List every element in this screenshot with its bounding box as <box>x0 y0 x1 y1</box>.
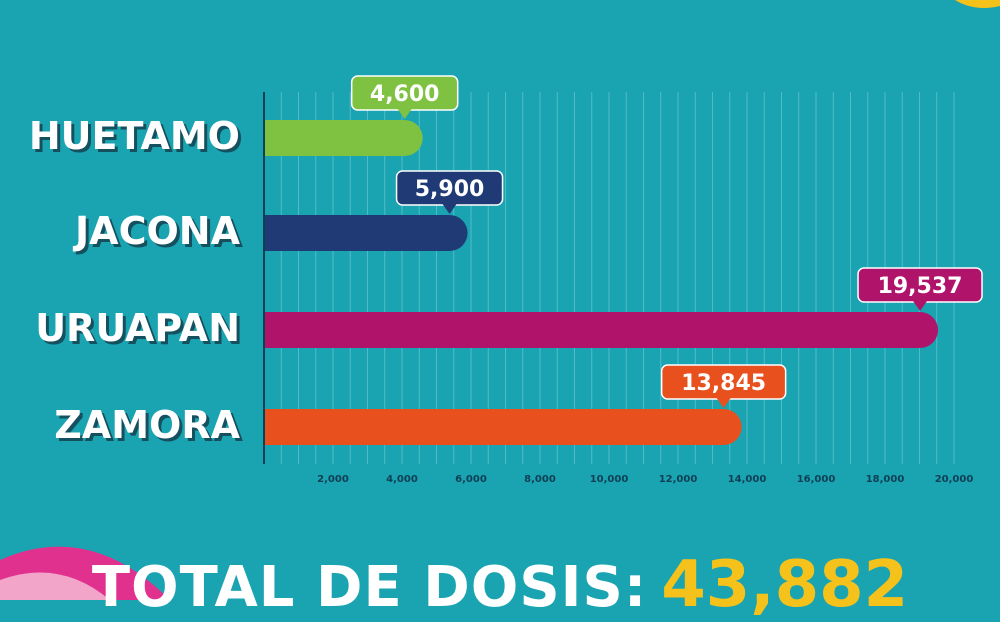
x-tick-label: 14,000 <box>728 474 767 485</box>
value-label: 4,600 <box>370 82 440 107</box>
category-label: HUETAMO <box>29 114 240 158</box>
category-label: URUAPAN <box>35 306 240 350</box>
decorative-shapes <box>0 0 1000 600</box>
x-tick-label: 16,000 <box>797 474 836 485</box>
x-tick-label: 2,000 <box>317 474 349 485</box>
x-tick-labels: 2,000 4,000 6,000 8,000 10,000 12,000 14,000 16… <box>317 474 973 485</box>
x-tick-label: 4,000 <box>386 474 418 485</box>
x-tick-label: 12,000 <box>659 474 698 485</box>
value-callouts: 4,600 5,900 19,537 13,845 <box>350 75 983 408</box>
callout-pointer <box>397 109 412 119</box>
total-value: 43,882 <box>661 548 909 622</box>
value-label: 19,537 <box>878 274 963 299</box>
bar <box>264 120 423 156</box>
category-label: ZAMORA <box>54 403 240 447</box>
dose-chart: HUETAMOHUETAMOJACONAJACONAURUAPANURUAPAN… <box>0 0 1000 600</box>
x-tick-label: 20,000 <box>935 474 974 485</box>
callout-pointer <box>442 204 457 214</box>
x-tick-label: 6,000 <box>455 474 487 485</box>
total-label: TOTAL DE DOSIS: <box>91 555 648 620</box>
category-labels: HUETAMOHUETAMOJACONAJACONAURUAPANURUAPAN… <box>29 114 244 450</box>
value-label: 13,845 <box>681 371 766 396</box>
category-label: JACONA <box>72 209 241 253</box>
x-tick-label: 18,000 <box>866 474 905 485</box>
bar <box>264 409 742 445</box>
callout-pointer <box>913 301 928 311</box>
x-tick-label: 8,000 <box>524 474 556 485</box>
deco-light-pink-shape <box>0 572 110 600</box>
callout-pointer <box>716 398 731 408</box>
category-label-shadow: HUETAMO <box>32 117 243 161</box>
x-tick-label: 10,000 <box>590 474 629 485</box>
bar <box>264 312 939 348</box>
bars <box>264 120 939 445</box>
category-label-shadow: URUAPAN <box>38 309 243 353</box>
deco-yellow-shape <box>955 0 1000 8</box>
total-doses: TOTAL DE DOSIS: 43,882 <box>0 548 1000 622</box>
category-label-shadow: JACONA <box>75 212 244 256</box>
value-label: 5,900 <box>415 177 485 202</box>
bar <box>264 215 468 251</box>
category-label-shadow: ZAMORA <box>57 406 243 450</box>
